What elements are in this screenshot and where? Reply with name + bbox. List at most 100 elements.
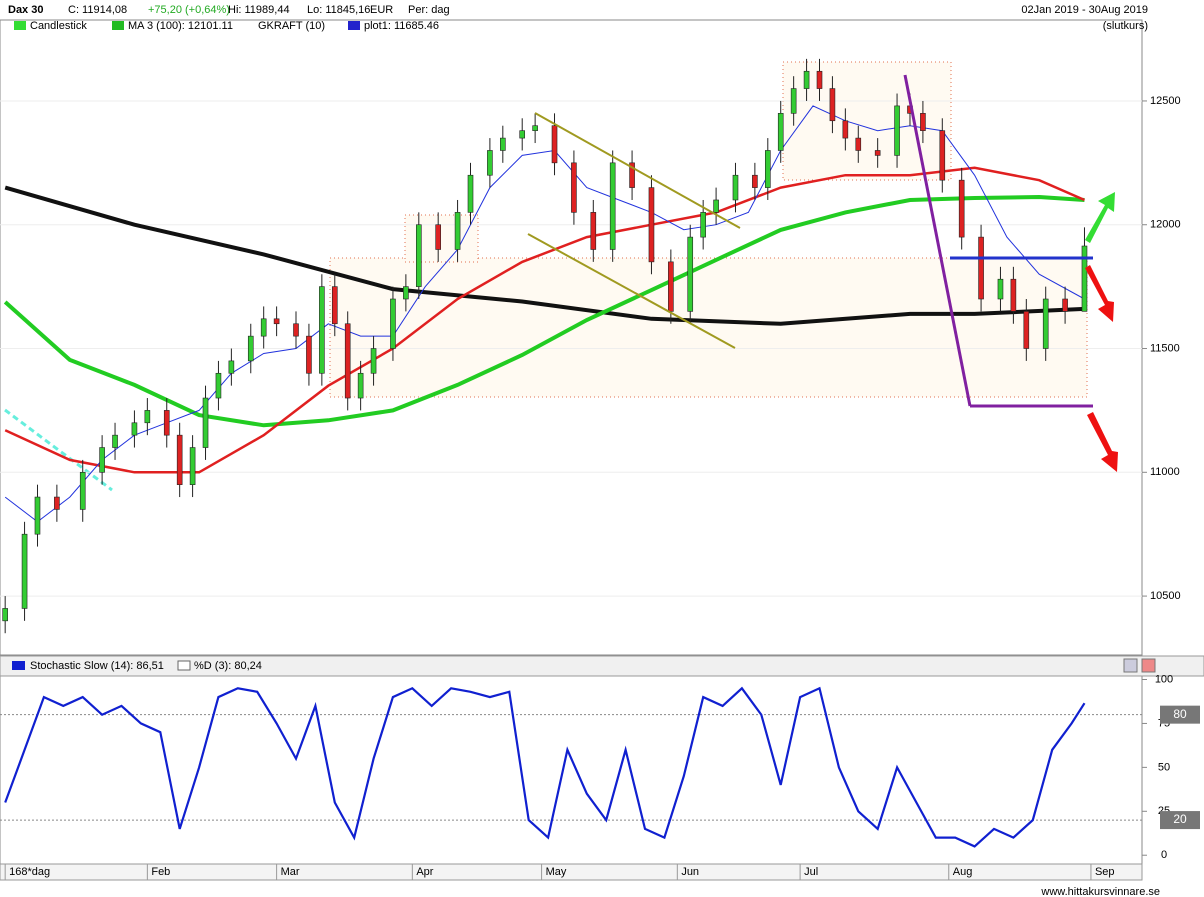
indicator-line: [4, 105, 1085, 523]
drawings-top: [527, 74, 1118, 472]
candle-body: [997, 278, 1004, 300]
level-badge: [1160, 811, 1200, 830]
x-tick-label: Mar: [281, 866, 300, 878]
candle-body: [571, 162, 577, 213]
candle-body: [648, 187, 655, 263]
candle-body: [34, 496, 41, 535]
stoch-subtitle: %D (3): 80,24: [194, 660, 262, 672]
y-tick-label: 12000: [1150, 219, 1181, 231]
candle-body: [370, 348, 377, 374]
change: +75,20 (+0,64%): [148, 4, 230, 16]
candle-body: [344, 323, 351, 399]
candle-body: [215, 372, 222, 399]
candle-body: [163, 410, 170, 436]
candle-body: [777, 113, 784, 151]
candle-body: [842, 120, 849, 139]
candle-body: [500, 137, 506, 151]
candle-body: [260, 318, 267, 337]
level-badge: [1160, 705, 1200, 724]
close-button[interactable]: [1141, 658, 1156, 673]
candle-body: [293, 323, 299, 337]
candle-body: [713, 199, 719, 213]
candle-body: [273, 318, 280, 325]
trend-line: [534, 112, 741, 229]
candle-body: [532, 125, 538, 131]
candle-body: [21, 533, 28, 609]
candle-body: [435, 224, 441, 250]
legend-swatch: [112, 21, 124, 30]
candle-body: [803, 70, 810, 89]
candle-body: [978, 236, 984, 300]
candle-body: [54, 496, 60, 510]
y-tick-label: 12500: [1150, 95, 1181, 107]
candle-body: [1023, 311, 1030, 349]
candle-body: [306, 335, 312, 374]
stoch-line: [4, 686, 1086, 848]
candle-body: [202, 397, 209, 448]
legend-swatch: [12, 661, 25, 670]
candle-body: [144, 410, 151, 424]
candle-body: [1062, 298, 1068, 312]
y-tick-label: 100: [1155, 673, 1173, 685]
candle-body: [687, 236, 694, 312]
range-box: [404, 214, 479, 263]
candle-body: [112, 434, 118, 448]
arrow-up: [1085, 192, 1115, 243]
candle-body: [920, 113, 926, 131]
candle-body: [629, 162, 635, 188]
legend[interactable]: plot1: 11685.46: [364, 20, 439, 32]
zoom-button[interactable]: [1123, 658, 1138, 673]
candle-body: [700, 212, 706, 238]
legend[interactable]: MA 3 (100): 12101.11: [128, 20, 233, 32]
candle-body: [939, 130, 946, 181]
candle-body: [668, 261, 674, 312]
high: Hi: 11989,44: [228, 4, 290, 16]
candle-body: [829, 88, 836, 122]
candle-body: [79, 471, 86, 510]
candle-body: [415, 224, 422, 287]
currency: EUR: [370, 4, 393, 16]
x-tick-label: 168*dag: [9, 866, 50, 878]
x-tick-label: May: [546, 866, 567, 878]
arrow-down: [1087, 412, 1118, 472]
candle-body: [894, 105, 900, 156]
candle-body: [551, 125, 558, 164]
trend-line: [4, 408, 113, 492]
y-tick-label: 0: [1161, 849, 1167, 861]
candle-body: [519, 130, 526, 139]
candle-body: [390, 298, 396, 349]
candle-body: [874, 150, 881, 156]
y-tick-label: 11500: [1150, 342, 1180, 354]
candle-body: [732, 174, 739, 201]
plot: 1050011000115001200012500025507510080201…: [0, 58, 1200, 880]
trend-line: [527, 233, 736, 349]
legend[interactable]: GKRAFT (10): [258, 20, 325, 32]
legend-swatch: [348, 21, 360, 30]
legend[interactable]: Candlestick: [30, 20, 87, 32]
candle-body: [331, 286, 338, 325]
candle-body: [319, 286, 325, 374]
candle-body: [764, 150, 771, 188]
low: Lo: 11845,16: [307, 4, 370, 16]
legend-swatch: [177, 660, 191, 671]
candle-body: [1081, 245, 1088, 312]
candle-body: [357, 372, 364, 399]
y-tick-label: 50: [1158, 761, 1170, 773]
candle-body: [590, 212, 597, 250]
period: Per: dag: [408, 4, 450, 16]
candle-body: [131, 422, 138, 436]
candle-body: [855, 137, 862, 151]
candle-body: [958, 179, 965, 238]
x-tick-label: Jun: [681, 866, 699, 878]
candle-body: [1010, 278, 1017, 312]
candle-body: [790, 88, 797, 114]
candle-body: [487, 150, 493, 176]
close: C: 11914,08: [68, 4, 127, 16]
x-tick-label: Sep: [1095, 866, 1115, 878]
symbol: Dax 30: [8, 4, 43, 16]
level-label: 20: [1173, 812, 1187, 826]
candle-body: [2, 608, 8, 622]
x-tick-label: Aug: [953, 866, 973, 878]
